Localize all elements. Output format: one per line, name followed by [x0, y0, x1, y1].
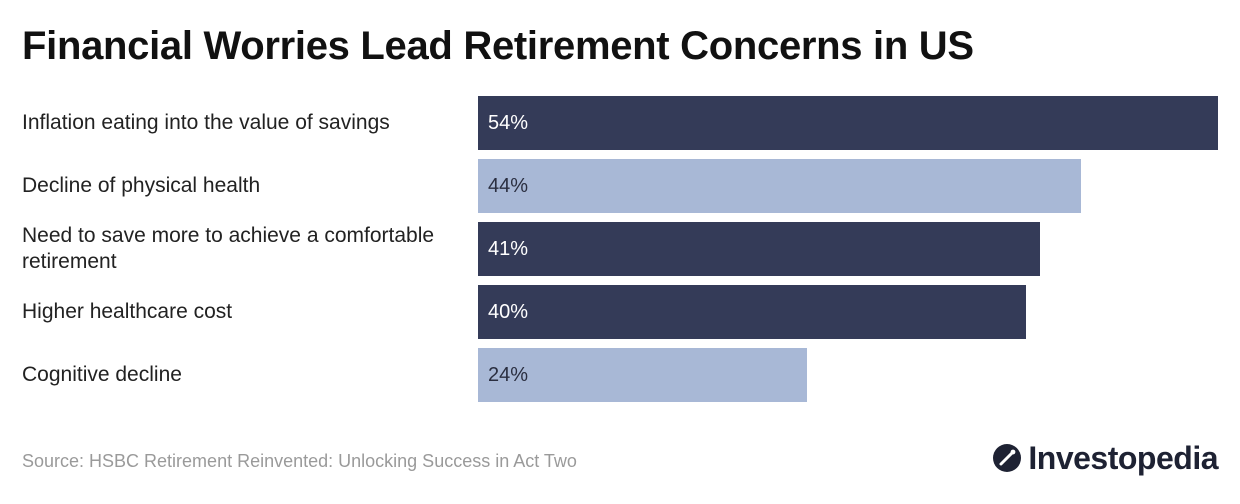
page-title: Financial Worries Lead Retirement Concer… [22, 24, 974, 68]
bar-value-label: 24% [488, 364, 529, 386]
bar-value-label: 40% [488, 301, 529, 323]
bar: 41% [478, 222, 1040, 276]
bar-value-label: 54% [488, 112, 529, 134]
category-label: Decline of physical health [22, 174, 261, 197]
bar: 44% [478, 159, 1081, 213]
bar: 24% [478, 348, 807, 402]
source-note: Source: HSBC Retirement Reinvented: Unlo… [22, 451, 577, 471]
logo-text: Investopedia [1028, 439, 1218, 476]
bar-value-label: 41% [488, 238, 529, 260]
category-label: Need to save more to achieve a comfortab… [22, 224, 435, 273]
category-label: Cognitive decline [22, 363, 182, 386]
investopedia-logo-icon [993, 444, 1022, 472]
bar: 40% [478, 285, 1027, 339]
category-label: Higher healthcare cost [22, 300, 233, 323]
bar-value-label: 44% [488, 175, 529, 197]
category-label: Inflation eating into the value of savin… [22, 111, 390, 134]
bar: 54% [478, 96, 1218, 150]
investopedia-logo: Investopedia [992, 438, 1218, 478]
